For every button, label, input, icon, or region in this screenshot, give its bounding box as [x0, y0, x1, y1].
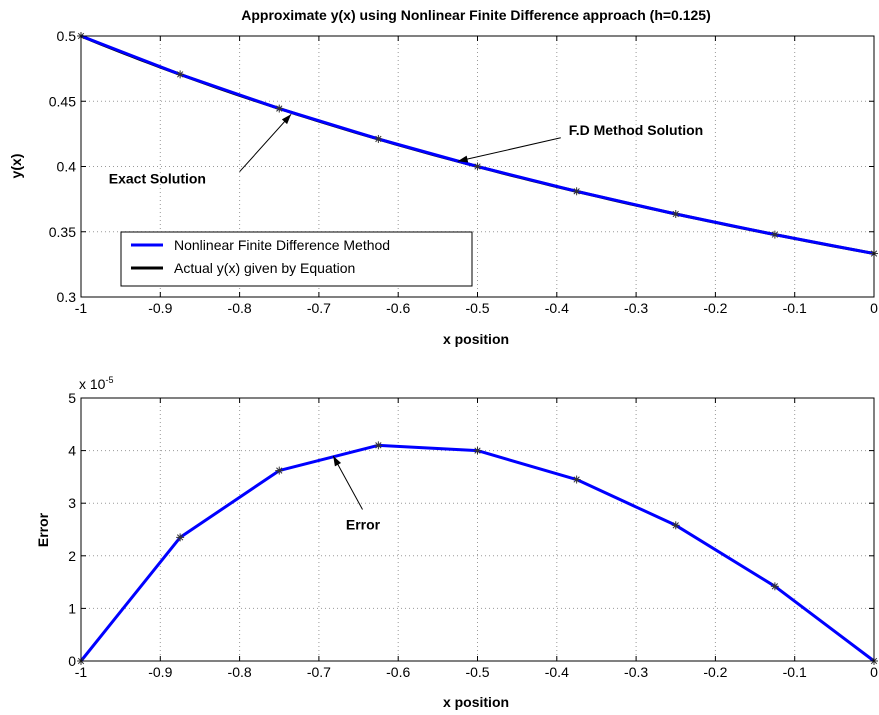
y-tick-label: 3 — [68, 495, 76, 511]
data-point — [671, 210, 680, 219]
data-point-stroke — [771, 231, 779, 238]
x-tick-label: -0.7 — [307, 300, 331, 316]
data-point-stroke — [176, 71, 184, 78]
y-tick-label: 4 — [68, 443, 76, 459]
y-tick-label: 0.45 — [49, 93, 76, 109]
data-point — [671, 521, 680, 530]
data-point-stroke — [474, 163, 481, 170]
top-tick-labels: -1 -0.9 -0.8 -0.7 -0.6 -0.5 -0.4 -0.3 -0.2 -0.1 0 0… — [49, 28, 878, 316]
data-point-stroke — [375, 135, 382, 143]
data-point-stroke — [573, 188, 580, 195]
x-tick-label: -0.3 — [624, 664, 648, 680]
data-point — [473, 446, 482, 455]
x-tick-label: -1 — [75, 300, 88, 316]
data-point-stroke — [276, 105, 283, 112]
data-point — [176, 533, 185, 542]
bottom-chart: x 10-5 x position Error -1 -0.9 -0.8 -0.7 -0… — [35, 375, 878, 710]
annotation-label: Error — [346, 517, 381, 533]
legend: Nonlinear Finite Difference Method Actua… — [120, 231, 473, 287]
y-axis-exponent-power: -5 — [105, 375, 113, 385]
data-point-stroke — [375, 442, 382, 449]
bottom-grid — [81, 398, 874, 661]
data-point-stroke — [474, 447, 481, 454]
data-point — [176, 70, 185, 79]
annotation-arrow — [239, 113, 292, 173]
legend-label-exact: Actual y(x) given by Equation — [174, 260, 355, 276]
annotation-arrow — [457, 137, 561, 162]
top-x-axis-label: x position — [443, 331, 509, 347]
annotation-arrowhead — [457, 155, 469, 163]
data-point-stroke — [672, 210, 679, 218]
x-tick-label: -0.8 — [228, 664, 252, 680]
y-tick-label: 5 — [68, 390, 76, 406]
data-point — [473, 162, 482, 171]
data-point — [275, 104, 284, 113]
x-tick-label: -0.1 — [783, 300, 807, 316]
y-axis-exponent: x 10-5 — [79, 375, 113, 392]
bottom-tick-labels: -1 -0.9 -0.8 -0.7 -0.6 -0.5 -0.4 -0.3 -0.2 -0.1 0 0… — [68, 390, 878, 680]
bottom-annotations: Error — [332, 455, 381, 533]
bottom-y-axis-label: Error — [35, 512, 51, 547]
data-point — [275, 466, 284, 475]
x-tick-label: -0.4 — [545, 300, 569, 316]
error-line — [79, 443, 875, 663]
x-tick-label: -0.9 — [148, 300, 172, 316]
top-chart: Approximate y(x) using Nonlinear Finite … — [8, 7, 878, 347]
top-y-axis-label: y(x) — [8, 154, 24, 179]
data-point — [374, 441, 383, 450]
y-tick-label: 0 — [68, 653, 76, 669]
data-point-stroke — [276, 467, 283, 474]
data-point — [572, 187, 581, 196]
x-tick-label: -0.3 — [624, 300, 648, 316]
x-tick-label: -0.2 — [703, 664, 727, 680]
y-tick-label: 2 — [68, 548, 76, 564]
data-point-stroke — [771, 583, 779, 590]
annotation-arrowhead — [333, 455, 342, 467]
y-tick-label: 1 — [68, 600, 76, 616]
x-tick-label: -0.5 — [465, 300, 489, 316]
bottom-x-axis-label: x position — [443, 694, 509, 710]
top-plot-frame — [80, 35, 875, 298]
legend-label-fd: Nonlinear Finite Difference Method — [174, 237, 390, 253]
x-tick-label: -0.6 — [386, 664, 410, 680]
x-tick-label: -0.7 — [307, 664, 331, 680]
data-point-stroke — [672, 522, 679, 529]
y-axis-exponent-base: x 10 — [79, 376, 106, 392]
data-point-stroke — [176, 534, 184, 541]
data-point — [770, 230, 779, 239]
annotation-arrowhead — [281, 114, 292, 125]
data-point-stroke — [573, 476, 580, 483]
data-point — [572, 475, 581, 484]
chart-title: Approximate y(x) using Nonlinear Finite … — [241, 7, 711, 23]
y-tick-label: 0.35 — [49, 224, 76, 240]
y-tick-label: 0.5 — [57, 28, 77, 44]
x-tick-label: -0.1 — [783, 664, 807, 680]
x-tick-label: -0.6 — [386, 300, 410, 316]
data-point — [770, 582, 779, 591]
x-tick-label: 0 — [870, 664, 878, 680]
x-tick-label: 0 — [870, 300, 878, 316]
x-tick-label: -0.9 — [148, 664, 172, 680]
legend-box — [120, 231, 473, 287]
x-tick-label: -0.2 — [703, 300, 727, 316]
y-tick-label: 0.3 — [57, 289, 77, 305]
x-tick-label: -0.8 — [228, 300, 252, 316]
bottom-plot-frame — [80, 397, 875, 662]
x-tick-label: -0.4 — [545, 664, 569, 680]
x-tick-label: -1 — [75, 664, 88, 680]
y-tick-label: 0.4 — [57, 159, 77, 175]
top-annotations: Exact Solution F.D Method Solution — [109, 113, 704, 186]
data-point — [374, 134, 383, 143]
annotation-arrow — [332, 455, 363, 510]
annotation-label: Exact Solution — [109, 170, 206, 186]
x-tick-label: -0.5 — [465, 664, 489, 680]
annotation-label: F.D Method Solution — [569, 122, 704, 138]
